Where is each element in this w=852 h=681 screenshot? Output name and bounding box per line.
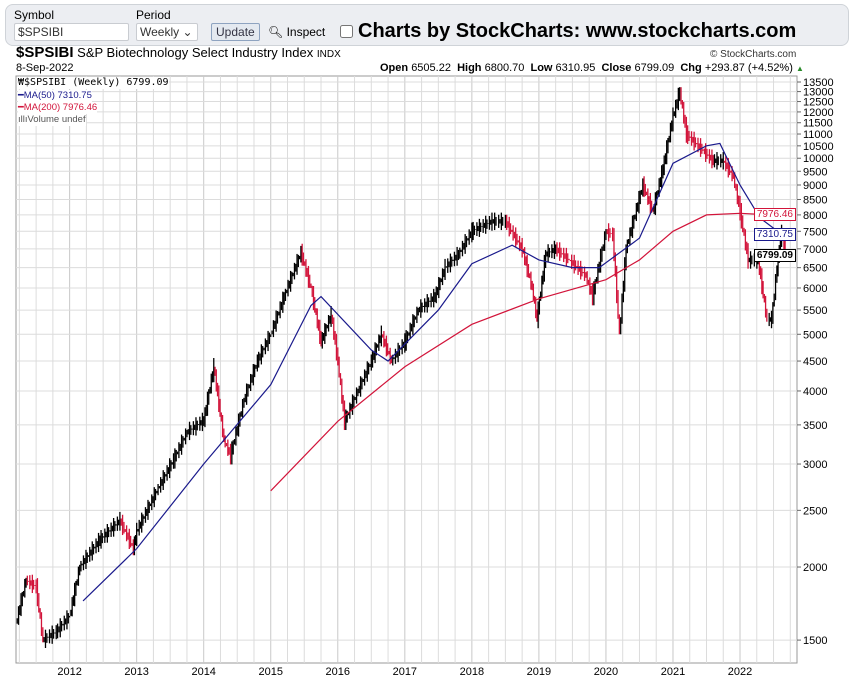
- legend-price-text: $SPSIBI (Weekly) 6799.09: [24, 77, 169, 88]
- ma50-last-label: 7310.75: [753, 228, 796, 241]
- y-tick-label: 13000: [803, 87, 834, 99]
- y-tick-label: 7000: [803, 244, 827, 256]
- y-tick-label: 5000: [803, 329, 827, 341]
- x-tick-label: 2016: [326, 666, 350, 678]
- legend-volume: ıllıVolume undef: [18, 114, 86, 126]
- line-icon: ━: [18, 102, 24, 113]
- y-tick-label: 12500: [803, 97, 834, 109]
- y-tick-label: 6000: [803, 283, 827, 295]
- legend-ma50: ━MA(50) 7310.75: [18, 90, 92, 102]
- chg-label: Chg: [680, 62, 702, 74]
- x-tick-label: 2022: [728, 666, 752, 678]
- close-last-label: 6799.09: [753, 249, 796, 262]
- inspect-label: Inspect: [286, 25, 326, 39]
- chg-value: +293.87 (+4.52%): [704, 62, 793, 74]
- y-tick-label: 8000: [803, 210, 827, 222]
- open-value: 6505.22: [411, 62, 451, 74]
- ma200-last-label: 7976.46: [753, 208, 796, 221]
- inspect-toggle[interactable]: 🔍︎ Inspect: [268, 25, 325, 39]
- line-icon: ━: [18, 90, 24, 101]
- y-tick-label: 11500: [803, 118, 833, 130]
- inspect-checkbox[interactable]: [340, 25, 353, 38]
- y-tick-label: 11000: [803, 129, 833, 141]
- low-value: 6310.95: [555, 62, 596, 74]
- period-select[interactable]: Weekly ⌄: [136, 23, 198, 41]
- y-tick-label: 3500: [803, 420, 827, 432]
- search-icon: 🔍︎: [268, 25, 284, 39]
- y-tick-label: 10000: [803, 153, 834, 165]
- y-tick-label: 6500: [803, 263, 827, 275]
- symbol-label: Symbol: [14, 8, 55, 22]
- plot-area: [15, 75, 798, 664]
- chart-date: 8-Sep-2022: [16, 62, 74, 74]
- chart-form: Symbol Period Weekly ⌄ Update 🔍︎ Inspect: [5, 4, 849, 46]
- legend-ma200-text: MA(200) 7976.46: [23, 102, 98, 113]
- legend-price: ₩$SPSIBI (Weekly) 6799.09: [18, 77, 169, 89]
- y-tick-label: 1500: [803, 635, 827, 647]
- y-tick-label: 4000: [803, 386, 827, 398]
- title-symbol: $SPSIBI: [16, 44, 74, 61]
- ohlc-readout: Open 6505.22 High 6800.70 Low 6310.95 Cl…: [380, 62, 804, 75]
- brand-banner: Charts by StockCharts: www.stockcharts.c…: [358, 20, 797, 42]
- period-value: Weekly: [140, 25, 180, 39]
- x-tick-label: 2020: [594, 666, 618, 678]
- legend-volume-text: Volume undef: [27, 114, 86, 125]
- y-tick-label: 12000: [803, 107, 834, 119]
- copyright: © StockCharts.com: [710, 49, 797, 60]
- x-tick-label: 2019: [527, 666, 551, 678]
- y-tick-label: 13500: [803, 77, 834, 89]
- title-exchange: INDX: [316, 49, 341, 60]
- x-tick-label: 2012: [57, 666, 81, 678]
- x-tick-label: 2021: [661, 666, 685, 678]
- y-tick-label: 7500: [803, 226, 827, 238]
- chart-title: $SPSIBI S&P Biotechnology Select Industr…: [16, 45, 341, 63]
- y-tick-label: 5500: [803, 305, 827, 317]
- y-tick-label: 9000: [803, 180, 827, 192]
- y-tick-label: 2000: [803, 562, 827, 574]
- x-tick-label: 2014: [191, 666, 215, 678]
- y-tick-label: 8500: [803, 195, 827, 207]
- period-label: Period: [136, 8, 171, 22]
- up-arrow-icon: ▲: [795, 64, 804, 73]
- title-name: S&P Biotechnology Select Industry Index: [77, 45, 314, 60]
- high-label: High: [457, 62, 482, 74]
- ohlc-bar-icon: ₩: [18, 77, 25, 88]
- chevron-down-icon: ⌄: [182, 25, 193, 39]
- close-value: 6799.09: [634, 62, 675, 74]
- y-tick-label: 2500: [803, 505, 827, 517]
- x-tick-label: 2015: [259, 666, 283, 678]
- x-tick-label: 2013: [124, 666, 148, 678]
- y-tick-label: 9500: [803, 166, 827, 178]
- x-tick-label: 2017: [393, 666, 417, 678]
- symbol-input[interactable]: [14, 23, 129, 41]
- y-tick-label: 3000: [803, 459, 827, 471]
- x-tick-label: 2018: [460, 666, 484, 678]
- open-label: Open: [380, 62, 409, 74]
- legend-ma50-text: MA(50) 7310.75: [23, 90, 92, 101]
- legend-ma200: ━MA(200) 7976.46: [18, 102, 98, 114]
- volume-bars-icon: ıllı: [18, 114, 28, 125]
- ma50-line: [82, 142, 787, 602]
- update-button[interactable]: Update: [211, 23, 260, 41]
- low-label: Low: [530, 62, 553, 74]
- y-tick-label: 10500: [803, 141, 834, 153]
- high-value: 6800.70: [484, 62, 525, 74]
- ma200-line: [270, 212, 787, 492]
- y-tick-label: 4500: [803, 356, 827, 368]
- close-label: Close: [601, 62, 632, 74]
